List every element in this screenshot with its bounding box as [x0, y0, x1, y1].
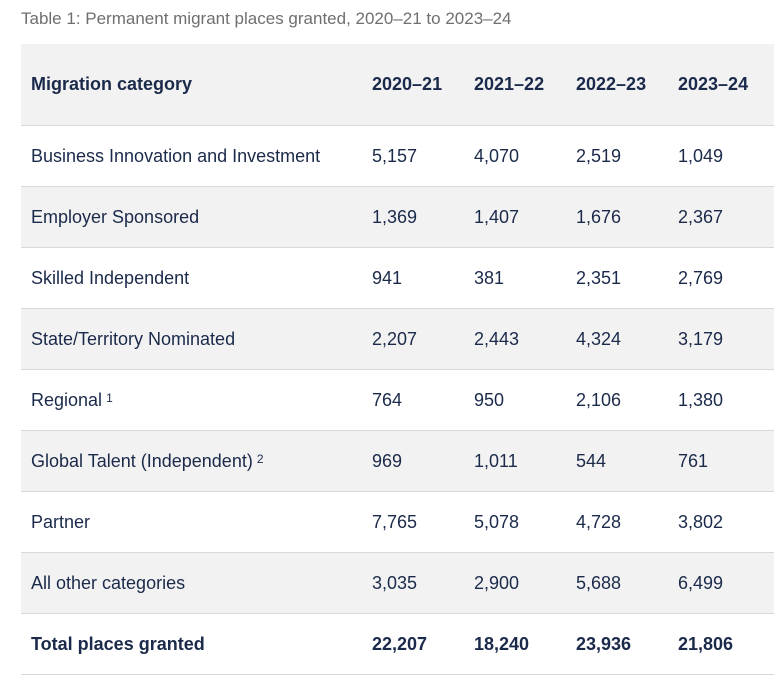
category-cell: State/Territory Nominated [21, 308, 362, 370]
value-cell: 2,519 [566, 125, 668, 187]
value-cell: 3,179 [668, 308, 774, 370]
value-cell: 4,324 [566, 308, 668, 370]
value-cell: 1,407 [464, 186, 566, 248]
table-row: All other categories 3,035 2,900 5,688 6,499 [21, 552, 774, 614]
value-cell: 764 [362, 369, 464, 431]
footnote-marker: 1 [106, 390, 113, 405]
migrant-places-table: Migration category 2020–21 2021–22 2022–… [21, 44, 774, 675]
header-year-2021-22: 2021–22 [464, 44, 566, 126]
value-cell: 1,380 [668, 369, 774, 431]
table-row: Employer Sponsored 1,369 1,407 1,676 2,367 [21, 186, 774, 248]
header-year-2023-24: 2023–24 [668, 44, 774, 126]
value-cell: 2,769 [668, 247, 774, 309]
value-cell: 1,676 [566, 186, 668, 248]
category-label: Business Innovation and Investment [31, 145, 321, 166]
category-label: State/Territory Nominated [31, 328, 236, 349]
value-cell: 4,728 [566, 491, 668, 553]
value-cell: 761 [668, 430, 774, 492]
total-value: 23,936 [566, 613, 668, 675]
value-cell: 3,802 [668, 491, 774, 553]
header-year-2020-21: 2020–21 [362, 44, 464, 126]
value-cell: 950 [464, 369, 566, 431]
footnote-marker: 2 [256, 451, 264, 466]
value-cell: 6,499 [668, 552, 774, 614]
value-cell: 4,070 [464, 125, 566, 187]
value-cell: 544 [566, 430, 668, 492]
category-label: Skilled Independent [31, 267, 190, 288]
table-caption: Table 1: Permanent migrant places grante… [21, 9, 512, 28]
table-row: Skilled Independent 941 381 2,351 2,769 [21, 247, 774, 309]
category-label: Partner [31, 511, 91, 532]
value-cell: 1,011 [464, 430, 566, 492]
total-value: 22,207 [362, 613, 464, 675]
header-migration-category: Migration category [21, 44, 362, 126]
value-cell: 5,078 [464, 491, 566, 553]
category-cell: All other categories [21, 552, 362, 614]
table-row: State/Territory Nominated 2,207 2,443 4,324… [21, 308, 774, 370]
table-row: Global Talent (Independent) 2 969 1,011 544 7… [21, 430, 774, 492]
table-row: Business Innovation and Investment 5,157 4… [21, 125, 774, 187]
value-cell: 2,351 [566, 247, 668, 309]
value-cell: 2,443 [464, 308, 566, 370]
category-label: Regional [31, 389, 103, 410]
category-label: Employer Sponsored [31, 206, 200, 227]
category-cell: Partner [21, 491, 362, 553]
total-row: Total places granted 22,207 18,240 23,93… [21, 613, 774, 675]
category-cell: Regional 1 [21, 369, 362, 431]
total-value: 18,240 [464, 613, 566, 675]
value-cell: 2,367 [668, 186, 774, 248]
header-row: Migration category 2020–21 2021–22 2022–… [21, 44, 774, 126]
value-cell: 1,049 [668, 125, 774, 187]
total-label: Total places granted [21, 613, 362, 675]
total-value: 21,806 [668, 613, 774, 675]
category-cell: Employer Sponsored [21, 186, 362, 248]
value-cell: 941 [362, 247, 464, 309]
category-label: All other categories [31, 572, 186, 593]
value-cell: 1,369 [362, 186, 464, 248]
value-cell: 2,106 [566, 369, 668, 431]
category-label: Global Talent (Independent) [31, 450, 253, 471]
value-cell: 5,157 [362, 125, 464, 187]
table-row: Regional 1 764 950 2,106 1,380 [21, 369, 774, 431]
header-year-2022-23: 2022–23 [566, 44, 668, 126]
value-cell: 5,688 [566, 552, 668, 614]
table-row: Partner 7,765 5,078 4,728 3,802 [21, 491, 774, 553]
category-cell: Skilled Independent [21, 247, 362, 309]
category-cell: Business Innovation and Investment [21, 125, 362, 187]
value-cell: 7,765 [362, 491, 464, 553]
category-cell: Global Talent (Independent) 2 [21, 430, 362, 492]
value-cell: 2,207 [362, 308, 464, 370]
value-cell: 3,035 [362, 552, 464, 614]
value-cell: 381 [464, 247, 566, 309]
value-cell: 969 [362, 430, 464, 492]
value-cell: 2,900 [464, 552, 566, 614]
